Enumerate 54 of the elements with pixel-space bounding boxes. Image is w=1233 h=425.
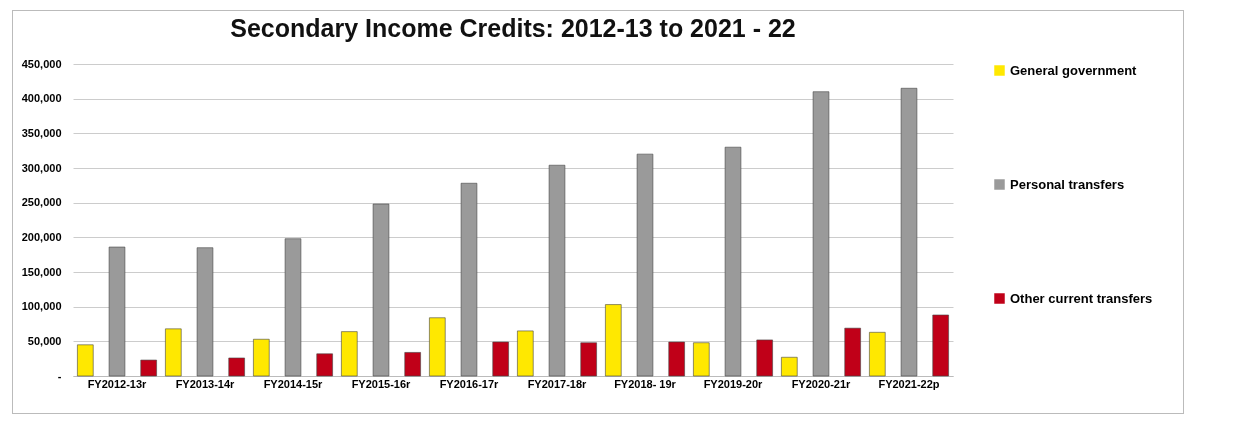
bar [812, 91, 830, 377]
x-tick-label: FY2019-20r [703, 377, 764, 390]
y-tick-label: 250,000 [21, 196, 62, 209]
bar [108, 246, 126, 377]
bar [341, 331, 358, 377]
bar [781, 356, 798, 377]
bar [517, 330, 534, 377]
bar [196, 247, 214, 377]
x-tick-label: FY2021-22p [878, 377, 940, 390]
bar [900, 87, 918, 377]
bar [724, 146, 742, 377]
bar [77, 344, 94, 377]
y-tick-label: 400,000 [21, 92, 62, 105]
bar [228, 357, 245, 377]
bar [316, 353, 333, 377]
bar [548, 164, 566, 377]
y-tick-label: 150,000 [21, 265, 62, 278]
chart-title: Secondary Income Credits: 2012-13 to 2021 - 22 [230, 14, 796, 42]
x-tick-label: FY2015-16r [351, 377, 412, 390]
bar [460, 182, 478, 377]
x-tick-label: FY2017-18r [527, 377, 588, 390]
y-tick-label: 350,000 [21, 126, 62, 139]
bar [372, 203, 390, 377]
x-tick-label: FY2014-15r [263, 377, 324, 390]
x-tick-label: FY2020-21r [791, 377, 852, 390]
bar [932, 314, 949, 377]
bar [668, 341, 685, 377]
y-tick-label: - [57, 369, 62, 382]
bar [756, 339, 773, 377]
y-tick-label: 450,000 [21, 57, 62, 70]
legend-label: Personal transfers [1010, 176, 1125, 192]
x-tick-label: FY2016-17r [439, 377, 500, 390]
y-tick-label: 50,000 [27, 334, 62, 347]
bar [636, 153, 654, 377]
bar [140, 359, 157, 377]
bar [869, 332, 886, 377]
bar [165, 328, 182, 377]
bar [605, 304, 622, 377]
x-tick-label: FY2018- 19r [614, 377, 677, 390]
bar [492, 341, 509, 377]
y-tick-label: 300,000 [21, 161, 62, 174]
bar [429, 317, 446, 377]
x-tick-label: FY2012-13r [87, 377, 148, 390]
bar [284, 238, 302, 377]
bar [253, 338, 270, 377]
x-tick-label: FY2013-14r [175, 377, 236, 390]
bar [580, 342, 597, 377]
legend-label: General government [1010, 62, 1138, 78]
bar [693, 342, 710, 377]
y-tick-label: 100,000 [21, 300, 62, 313]
legend-label: Other current transfers [1010, 290, 1153, 306]
y-tick-label: 200,000 [21, 230, 62, 243]
bar [844, 327, 861, 377]
bar [404, 352, 421, 377]
